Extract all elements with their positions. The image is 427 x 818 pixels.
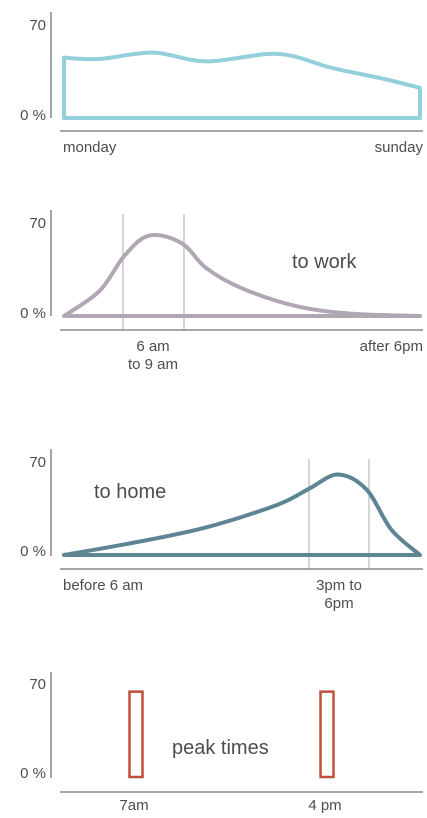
x-tick-label: 7am	[119, 797, 148, 813]
series-line	[62, 50, 422, 120]
y-tick-zero: 0 %	[20, 765, 46, 782]
annotation-label: to work	[292, 251, 357, 273]
y-tick-max: 70	[29, 17, 46, 34]
y-tick-zero: 0 %	[20, 543, 46, 560]
bar	[128, 690, 144, 779]
annotation-label: to home	[94, 481, 166, 503]
bar	[319, 690, 335, 779]
y-tick-zero: 0 %	[20, 305, 46, 322]
x-tick-label: 4 pm	[308, 797, 341, 813]
y-tick-zero: 0 %	[20, 107, 46, 124]
peak-times-chart: 70 0 % peak times 7am 4 pm	[20, 672, 423, 814]
y-tick-max: 70	[29, 454, 46, 471]
x-tick-label: 3pm to	[316, 577, 362, 594]
series-line	[62, 472, 422, 557]
series-line	[62, 232, 422, 318]
to-home-chart: 70 0 % to home before 6 am 3pm to 6pm	[20, 449, 423, 612]
x-tick-label: monday	[63, 139, 117, 156]
x-tick-label: to 9 am	[128, 356, 178, 373]
x-tick-label: 6 am	[136, 338, 169, 355]
weekly-chart: 70 0 % monday sunday	[20, 12, 423, 156]
x-tick-label: after 6pm	[360, 338, 423, 355]
y-tick-max: 70	[29, 676, 46, 693]
annotation-label: peak times	[172, 737, 269, 759]
to-work-chart: 70 0 % to work 6 am to 9 am after 6pm	[20, 210, 423, 373]
x-tick-label: before 6 am	[63, 577, 143, 594]
x-tick-label: 6pm	[324, 595, 353, 612]
x-tick-label: sunday	[375, 139, 424, 156]
y-tick-max: 70	[29, 215, 46, 232]
